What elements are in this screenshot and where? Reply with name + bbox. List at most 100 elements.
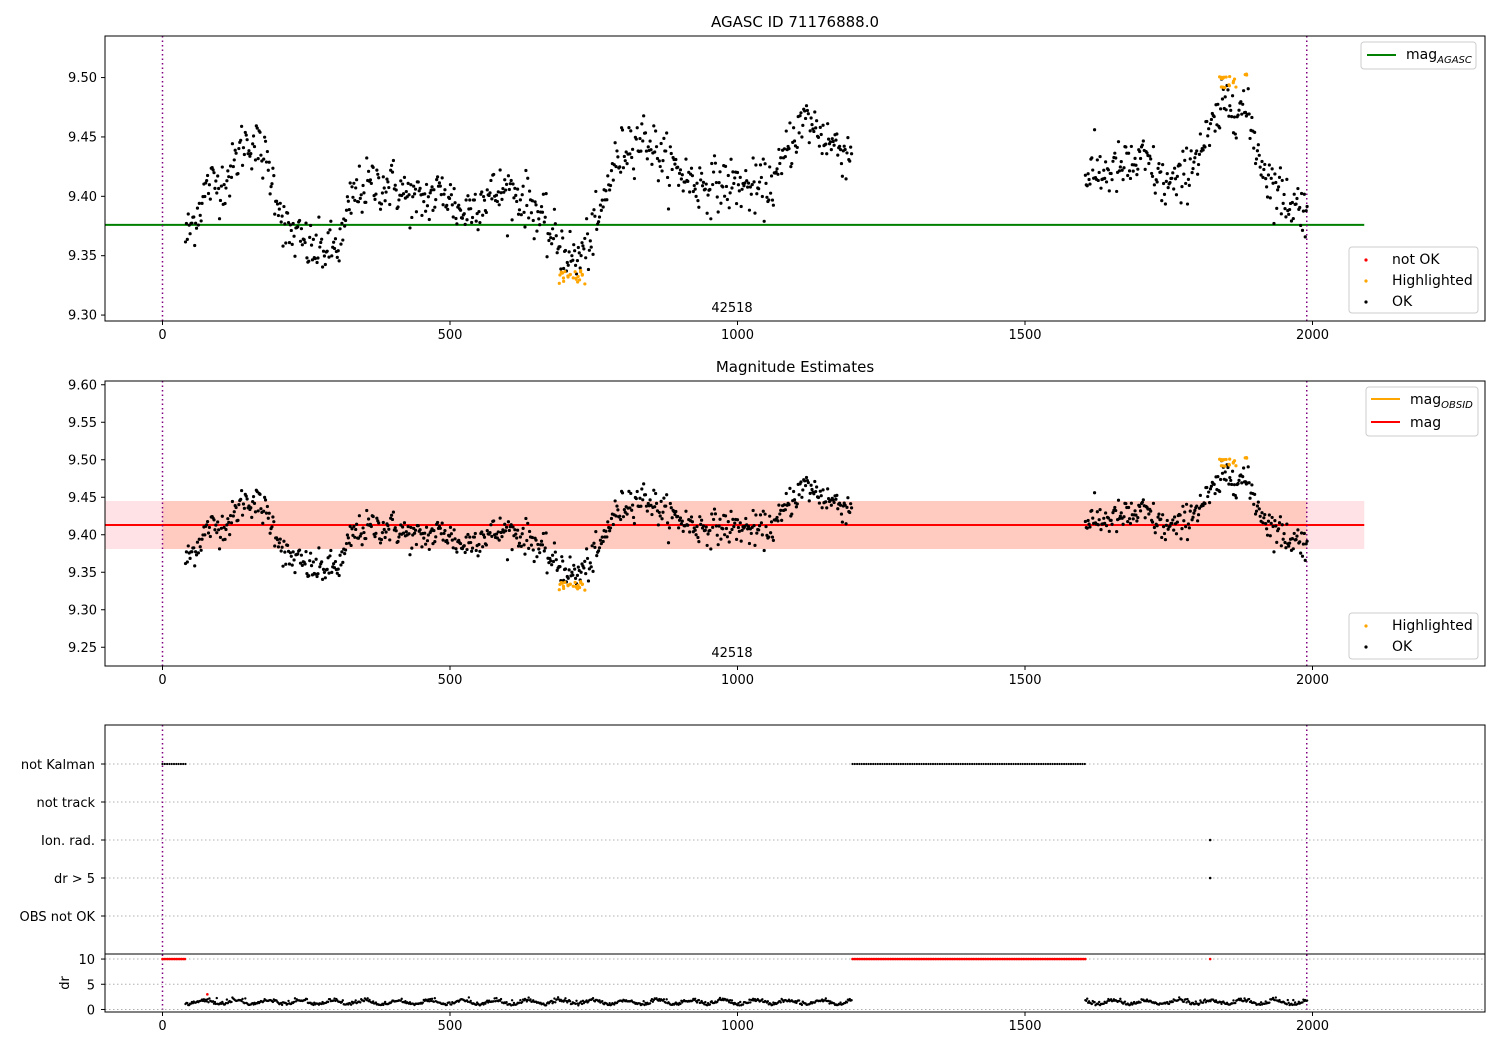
magnitude-point-ok	[527, 529, 532, 534]
agasc-point-highlighted	[579, 270, 583, 274]
flag-point	[862, 762, 866, 766]
magnitude-point-highlighted	[576, 583, 580, 587]
magnitude-point-ok	[492, 519, 496, 523]
magnitude-point-ok	[810, 487, 814, 492]
agasc-point-ok	[252, 144, 257, 149]
agasc-point-ok	[343, 224, 347, 228]
dr-point	[693, 997, 697, 1001]
dr-point	[1167, 1002, 1171, 1006]
flag-point	[1208, 876, 1212, 880]
agasc-point-ok	[318, 245, 322, 249]
magnitude-point-ok	[723, 533, 727, 537]
agasc-point-ok	[500, 197, 504, 201]
flag-point	[1003, 762, 1006, 766]
agasc-ytick-label: 9.50	[68, 71, 97, 86]
magnitude-point-ok	[330, 570, 334, 574]
agasc-point-ok	[1098, 154, 1102, 159]
magnitude-point-ok	[1097, 518, 1101, 522]
agasc-point-ok	[521, 184, 525, 188]
magnitude-point-ok	[275, 538, 280, 542]
magnitude-point-ok	[1303, 558, 1307, 562]
agasc-point-ok	[811, 127, 815, 131]
magnitude-point-ok	[420, 545, 424, 549]
magnitude-point-ok	[665, 493, 669, 497]
magnitude-point-ok	[1153, 531, 1157, 535]
agasc-point-ok	[327, 255, 331, 259]
magnitude-point-ok	[1272, 550, 1276, 554]
agasc-point-ok	[263, 135, 267, 139]
magnitude-point-ok	[1219, 477, 1223, 482]
agasc-point-ok	[450, 203, 454, 207]
agasc-point-ok	[333, 237, 338, 241]
magnitude-point-ok	[371, 514, 375, 519]
agasc-point-ok	[695, 181, 699, 185]
magnitude-point-ok	[1260, 511, 1264, 515]
dr-point	[328, 998, 332, 1001]
dr-point	[445, 1003, 448, 1007]
agasc-point-ok	[393, 183, 397, 187]
agasc-point-ok	[414, 210, 419, 214]
magnitude-point-ok	[345, 533, 350, 537]
agasc-point-ok	[504, 182, 509, 186]
flag-point	[1060, 762, 1063, 766]
magnitude-point-ok	[829, 503, 833, 507]
magnitude-point-ok	[1102, 516, 1106, 520]
agasc-point-ok	[510, 218, 514, 222]
magnitude-point-ok	[689, 515, 694, 519]
magnitude-xtick-label: 1000	[721, 673, 754, 688]
magnitude-point-ok	[649, 503, 653, 507]
magnitude-point-ok	[250, 515, 254, 520]
agasc-point-ok	[230, 142, 235, 146]
magnitude-point-ok	[739, 539, 743, 543]
agasc-point-ok	[838, 147, 843, 152]
agasc-point-ok	[495, 199, 499, 204]
agasc-point-ok	[1208, 122, 1213, 126]
magnitude-point-ok	[286, 543, 290, 547]
magnitude-point-ok	[586, 579, 591, 583]
agasc-point-ok	[750, 183, 754, 187]
agasc-point-ok	[194, 221, 198, 225]
agasc-point-ok	[365, 156, 369, 160]
magnitude-point-ok	[816, 495, 821, 500]
agasc-point-ok	[616, 155, 620, 159]
flag-point	[1000, 762, 1004, 766]
magnitude-point-ok	[1156, 515, 1160, 519]
agasc-point-ok	[304, 221, 308, 225]
agasc-point-ok	[298, 239, 303, 243]
agasc-point-ok	[1148, 154, 1152, 158]
magnitude-point-ok	[1291, 547, 1295, 551]
agasc-point-ok	[1278, 166, 1283, 170]
dr-point	[838, 1003, 841, 1006]
agasc-point-ok	[692, 183, 696, 188]
panel-title-magnitude: Magnitude Estimates	[716, 358, 874, 376]
magnitude-point-ok	[1187, 526, 1191, 530]
agasc-point-ok	[1265, 195, 1270, 199]
agasc-point-ok	[1194, 152, 1198, 156]
agasc-point-highlighted	[576, 274, 580, 279]
dr-xtick-label: 1000	[721, 1019, 754, 1034]
magnitude-point-ok	[1258, 514, 1262, 518]
magnitude-point-ok	[723, 514, 728, 518]
magnitude-point-ok	[629, 491, 633, 496]
agasc-point-ok	[628, 152, 632, 156]
magnitude-point-ok	[575, 573, 580, 577]
magnitude-annotation: 42518	[711, 646, 752, 661]
agasc-point-ok	[1277, 175, 1282, 179]
magnitude-point-ok	[1265, 527, 1269, 531]
dr-point	[484, 1002, 487, 1005]
magnitude-point-ok	[441, 538, 445, 542]
magnitude-point-ok	[518, 535, 522, 539]
agasc-point-ok	[276, 213, 281, 218]
agasc-point-ok	[807, 141, 811, 145]
agasc-point-ok	[205, 178, 209, 183]
agasc-point-ok	[562, 266, 566, 271]
agasc-point-ok	[544, 191, 548, 196]
dr-point-red	[206, 993, 209, 996]
agasc-point-ok	[710, 161, 714, 166]
agasc-point-ok	[302, 238, 306, 242]
agasc-point-ok	[220, 165, 224, 169]
magnitude-point-ok	[799, 480, 803, 484]
agasc-point-ok	[240, 124, 244, 128]
agasc-point-ok	[1096, 178, 1100, 183]
agasc-point-ok	[803, 109, 807, 113]
